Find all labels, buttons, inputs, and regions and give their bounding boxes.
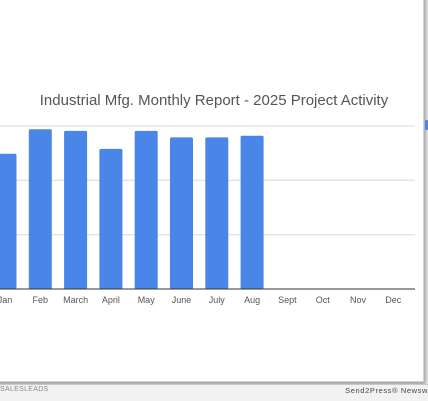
x-tick-label: May: [138, 295, 156, 305]
bars: [0, 129, 264, 289]
x-tick-label: April: [102, 295, 120, 305]
x-tick-label: Sept: [278, 295, 297, 305]
x-tick-label: Jan: [0, 295, 12, 305]
bar-june: [170, 137, 193, 289]
x-tick-label: Nov: [350, 295, 367, 305]
bar-july: [205, 137, 229, 289]
footer-bar: [0, 384, 428, 401]
x-tick-label: July: [209, 295, 226, 305]
bar-jan: [0, 153, 17, 289]
gridlines: [0, 125, 415, 236]
bar-april: [99, 148, 123, 289]
footer-credit: Send2Press® Newsw: [345, 386, 428, 395]
bar-may: [134, 130, 158, 289]
x-tick-label: Aug: [244, 295, 260, 305]
bar-feb: [28, 129, 52, 289]
bar-march: [64, 130, 88, 289]
legend-marker: [425, 120, 428, 130]
x-tick-label: Dec: [385, 295, 402, 305]
x-tick-label: June: [172, 295, 192, 305]
footer-source-label: SALESLEADS: [0, 386, 49, 393]
x-tick-label: Feb: [33, 295, 49, 305]
x-tick-label: March: [63, 295, 88, 305]
x-tick-labels: Jan Feb March April May June July Aug Sept Oct Nov…: [0, 295, 402, 305]
chart-title: Industrial Mfg. Monthly Report - 2025 Pr…: [39, 92, 389, 109]
bar-aug: [240, 135, 264, 289]
x-tick-label: Oct: [316, 295, 331, 305]
